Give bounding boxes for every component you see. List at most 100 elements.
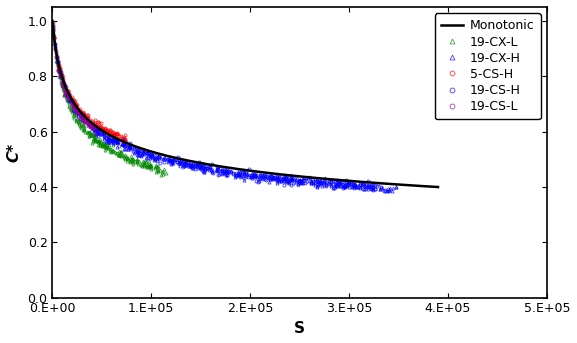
Monotonic [49, 19, 56, 23]
19-CS-H [348, 181, 355, 185]
5-CS-H [92, 122, 99, 126]
19-CX-H [335, 180, 342, 184]
19-CX-H [370, 185, 377, 189]
19-CX-L [148, 164, 155, 168]
19-CS-L [62, 90, 69, 94]
5-CS-H [96, 125, 103, 129]
5-CS-H [56, 70, 63, 74]
19-CS-L [83, 118, 89, 122]
Line: Monotonic: Monotonic [53, 21, 438, 187]
5-CS-H [59, 73, 66, 77]
19-CS-H [288, 177, 295, 181]
19-CX-L [91, 134, 98, 138]
5-CS-H [101, 128, 108, 132]
19-CS-L [79, 114, 86, 118]
5-CS-H [111, 133, 118, 137]
Monotonic [148, 150, 155, 154]
19-CS-L [78, 113, 85, 117]
19-CX-H [185, 164, 192, 168]
5-CS-H [120, 135, 127, 140]
5-CS-H [84, 116, 91, 120]
19-CS-L [78, 115, 85, 119]
19-CS-L [64, 93, 71, 97]
19-CX-L [87, 133, 93, 137]
19-CS-L [84, 121, 91, 126]
Monotonic [434, 185, 441, 189]
19-CS-L [57, 68, 63, 72]
19-CS-L [85, 124, 92, 128]
5-CS-H [56, 67, 63, 71]
19-CS-L [88, 125, 95, 129]
5-CS-H [76, 107, 83, 111]
5-CS-H [104, 129, 111, 133]
5-CS-H [56, 64, 63, 68]
5-CS-H [73, 104, 80, 108]
19-CS-L [77, 113, 84, 117]
Monotonic [339, 178, 346, 182]
19-CX-L [76, 122, 83, 126]
19-CX-H [361, 187, 368, 191]
19-CX-H [282, 178, 289, 182]
5-CS-H [57, 72, 64, 76]
19-CS-L [49, 24, 56, 28]
19-CS-H [221, 169, 228, 174]
5-CS-H [93, 125, 100, 129]
5-CS-H [87, 118, 93, 122]
Line: 19-CX-H: 19-CX-H [51, 22, 374, 190]
Monotonic [223, 165, 230, 169]
19-CS-L [80, 120, 87, 125]
5-CS-H [74, 107, 81, 111]
19-CX-L [86, 134, 93, 138]
5-CS-H [73, 103, 80, 107]
5-CS-H [122, 138, 129, 142]
5-CS-H [79, 111, 86, 115]
5-CS-H [59, 77, 66, 81]
Monotonic [276, 172, 283, 176]
5-CS-H [100, 127, 107, 131]
19-CS-L [69, 103, 76, 107]
5-CS-H [119, 139, 126, 143]
Line: 19-CS-L: 19-CS-L [51, 25, 93, 128]
19-CS-L [55, 68, 62, 72]
19-CS-L [55, 68, 62, 72]
19-CS-L [71, 104, 78, 108]
X-axis label: S: S [294, 321, 305, 336]
5-CS-H [110, 133, 117, 138]
5-CS-H [118, 137, 125, 141]
5-CS-H [65, 89, 72, 93]
5-CS-H [84, 113, 91, 117]
5-CS-H [119, 138, 126, 142]
Legend: Monotonic, 19-CX-L, 19-CX-H, 5-CS-H, 19-CS-H, 19-CS-L: Monotonic, 19-CX-L, 19-CX-H, 5-CS-H, 19-… [434, 13, 541, 119]
5-CS-H [117, 134, 124, 138]
19-CS-H [51, 42, 58, 46]
5-CS-H [120, 135, 127, 139]
19-CS-L [83, 119, 89, 123]
19-CS-L [72, 107, 79, 111]
19-CS-L [60, 83, 67, 87]
5-CS-H [91, 123, 98, 127]
5-CS-H [72, 104, 78, 108]
19-CS-L [58, 79, 65, 83]
19-CX-L [107, 146, 114, 151]
19-CS-L [53, 50, 59, 55]
5-CS-H [66, 92, 73, 96]
19-CS-L [70, 105, 77, 109]
19-CS-L [71, 106, 78, 110]
19-CX-L [91, 134, 98, 138]
19-CX-H [256, 176, 263, 180]
5-CS-H [50, 24, 57, 28]
19-CS-L [76, 113, 83, 117]
19-CS-L [52, 47, 59, 51]
5-CS-H [58, 72, 65, 76]
5-CS-H [119, 136, 126, 140]
19-CS-H [260, 177, 267, 181]
19-CX-L [49, 21, 56, 25]
19-CS-L [80, 117, 87, 121]
19-CS-H [251, 173, 258, 177]
19-CS-L [85, 121, 92, 126]
19-CS-H [281, 178, 288, 182]
5-CS-H [119, 137, 126, 141]
Line: 5-CS-H: 5-CS-H [51, 24, 128, 143]
19-CS-L [63, 93, 70, 97]
19-CX-H [49, 22, 56, 26]
